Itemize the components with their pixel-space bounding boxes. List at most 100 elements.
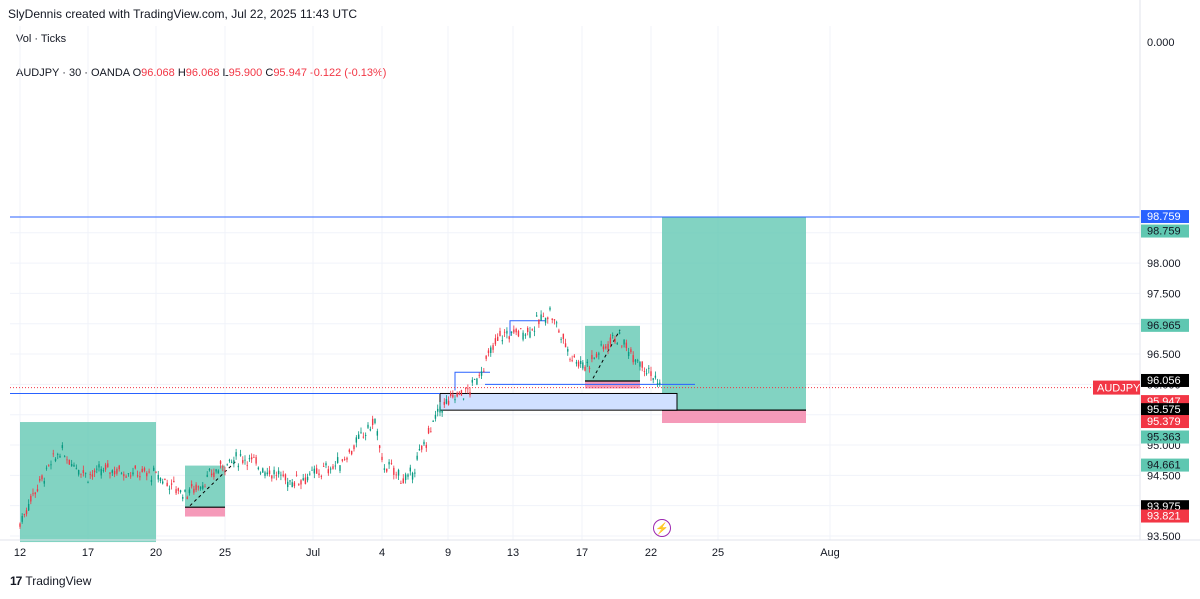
candle-body xyxy=(215,469,217,472)
candle-body xyxy=(34,492,36,495)
candle-body xyxy=(332,466,334,469)
tradingview-footer[interactable]: 17 TradingView xyxy=(10,574,91,588)
tradingview-logo-icon: 17 xyxy=(10,574,22,588)
price-tick-label: 96.500 xyxy=(1147,349,1181,361)
candle-body xyxy=(318,473,320,476)
candle-body xyxy=(483,370,485,372)
candle-body xyxy=(625,342,628,349)
candle-body xyxy=(322,466,325,467)
candle-body xyxy=(262,468,264,473)
candle-body xyxy=(130,475,132,477)
candle-body xyxy=(487,350,490,353)
candle-body xyxy=(454,399,456,401)
candle-body xyxy=(239,454,242,456)
candle-body xyxy=(582,362,584,369)
price-tick-label: 94.500 xyxy=(1147,470,1181,482)
candle-body xyxy=(343,458,346,460)
candle-body xyxy=(558,330,560,333)
candle-body xyxy=(123,474,125,477)
candle-body xyxy=(275,475,278,477)
candle-body xyxy=(648,367,650,369)
price-tick-label: 93.500 xyxy=(1147,531,1181,543)
candle-body xyxy=(255,457,257,464)
candle-body xyxy=(80,473,82,475)
candle-body xyxy=(637,360,639,362)
candle-body xyxy=(564,343,567,348)
candle-body xyxy=(517,331,520,337)
footer-brand: TradingView xyxy=(25,574,92,588)
candle-body xyxy=(291,482,293,488)
candle-body xyxy=(499,330,501,337)
candle-body xyxy=(654,375,657,378)
candle-body xyxy=(233,460,235,465)
candle-body xyxy=(346,457,348,460)
candle-body xyxy=(632,355,634,363)
candle-body xyxy=(573,355,575,358)
candle-body xyxy=(125,476,127,478)
volume-indicator-label[interactable]: Vol · Ticks xyxy=(16,33,67,45)
price-label-text: 94.661 xyxy=(1147,460,1181,472)
lightning-icon[interactable]: ⚡ xyxy=(653,519,671,537)
candle-body xyxy=(280,474,282,476)
candle-body xyxy=(84,472,87,474)
candle-body xyxy=(320,476,323,477)
candle-body xyxy=(400,483,402,484)
candle-body xyxy=(19,523,21,527)
candle-body xyxy=(378,445,381,449)
candle-body xyxy=(190,483,193,487)
candle-body xyxy=(309,473,311,475)
candle-body xyxy=(513,329,515,333)
candle-body xyxy=(325,463,327,466)
candle-body xyxy=(100,468,102,476)
candle-body xyxy=(70,464,73,467)
candle-body xyxy=(150,480,153,482)
candle-body xyxy=(87,482,89,484)
price-label-text: 96.965 xyxy=(1147,320,1181,332)
candle-body xyxy=(508,336,510,340)
time-tick-label: 17 xyxy=(576,547,588,559)
candle-body xyxy=(253,457,255,458)
candle-body xyxy=(355,437,358,443)
candle-body xyxy=(304,477,307,485)
candle-body xyxy=(643,371,646,372)
candle-body xyxy=(376,431,379,436)
candle-body xyxy=(168,488,171,490)
legend-high-label: H xyxy=(177,67,186,79)
time-tick-label: Aug xyxy=(820,547,840,559)
price-label-bg xyxy=(1141,509,1189,523)
candle-body xyxy=(595,353,598,357)
candle-body xyxy=(416,455,418,460)
candle-body xyxy=(289,480,291,482)
symbol-legend[interactable]: AUDJPY · 30 · OANDA O96.068 H96.068 L95.… xyxy=(16,67,386,79)
candle-body xyxy=(506,330,508,334)
candle-body xyxy=(560,339,562,341)
candle-body xyxy=(602,346,605,350)
candle-body xyxy=(244,459,246,461)
candle-body xyxy=(639,362,641,367)
candle-body xyxy=(179,490,182,493)
candle-body xyxy=(206,474,208,477)
time-tick-label: Jul xyxy=(306,547,320,559)
candle-body xyxy=(386,468,388,472)
candle-body xyxy=(404,474,407,481)
candle-body xyxy=(202,485,204,489)
candle-body xyxy=(39,478,41,481)
candle-body xyxy=(61,445,64,449)
candle-body xyxy=(529,331,531,338)
candle-body xyxy=(369,429,372,431)
candle-body xyxy=(388,461,390,465)
candle-body xyxy=(59,455,61,458)
candle-body xyxy=(184,489,186,492)
candle-body xyxy=(118,465,120,470)
candle-body xyxy=(250,457,253,460)
candle-body xyxy=(166,482,168,487)
candle-body xyxy=(134,465,136,469)
legend-open: 96.068 xyxy=(141,67,175,79)
price-label-bg xyxy=(1141,224,1189,238)
candle-body xyxy=(397,469,400,476)
candle-body xyxy=(282,474,284,477)
candle-body xyxy=(533,330,536,332)
time-tick-label: 13 xyxy=(507,547,519,559)
candle-body xyxy=(210,473,213,476)
